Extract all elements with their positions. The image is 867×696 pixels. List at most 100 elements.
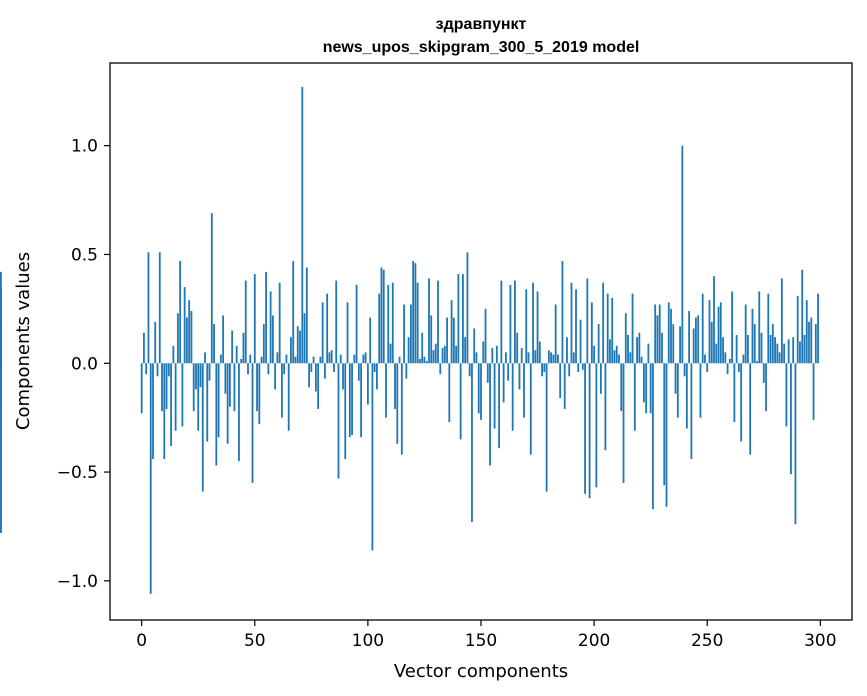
bar (385, 363, 387, 418)
bar (500, 280, 503, 364)
bar (403, 304, 405, 364)
bar (439, 363, 442, 375)
bar (676, 363, 679, 418)
bar (206, 363, 209, 442)
bar (414, 263, 417, 364)
bar (642, 363, 645, 403)
bar (446, 317, 448, 364)
bar (188, 300, 191, 364)
bar (636, 337, 638, 364)
bar (778, 352, 781, 364)
bar (473, 328, 476, 364)
x-tick-label: 100 (352, 631, 384, 651)
bar (360, 363, 363, 438)
bar (156, 363, 159, 377)
bar (692, 328, 695, 364)
bar (670, 308, 672, 364)
bar (805, 300, 808, 364)
bar (396, 363, 399, 444)
bar (590, 302, 593, 364)
bar (466, 252, 469, 364)
bar (588, 363, 591, 499)
bar (541, 363, 543, 377)
bar (278, 282, 281, 364)
bar (244, 280, 247, 364)
bar (235, 345, 238, 364)
bar (792, 337, 795, 364)
bar (258, 363, 261, 425)
bar (421, 332, 424, 364)
bar (597, 324, 600, 364)
bar (776, 343, 779, 364)
bar (0, 330, 2, 364)
bar (812, 363, 815, 420)
bar (749, 363, 752, 455)
bar (380, 267, 383, 364)
bar (228, 363, 231, 407)
bar (242, 332, 245, 364)
bar (247, 363, 249, 375)
bar (814, 324, 817, 364)
bar (324, 363, 326, 379)
bar (348, 363, 351, 438)
bar (344, 363, 347, 459)
bar (317, 363, 320, 409)
bar (547, 350, 550, 364)
x-tick-label: 150 (465, 631, 497, 651)
bar (486, 363, 489, 383)
bar (710, 321, 713, 364)
x-tick-label: 250 (691, 631, 723, 651)
bar (767, 293, 770, 364)
bar (210, 213, 213, 364)
bar (566, 337, 568, 364)
bar (353, 354, 356, 364)
bar (529, 363, 532, 455)
bar (774, 337, 776, 364)
bar (179, 261, 182, 364)
bar (543, 363, 546, 372)
bar (514, 280, 516, 364)
bar (201, 363, 204, 492)
bar (378, 293, 381, 364)
bar (457, 274, 460, 364)
bar (724, 352, 727, 364)
bar (192, 363, 195, 412)
bar (437, 280, 439, 364)
bar (269, 291, 272, 364)
bar (219, 354, 222, 364)
x-tick-label: 0 (136, 631, 147, 651)
bar (310, 363, 313, 372)
bar (690, 363, 693, 459)
bar (491, 348, 494, 364)
bar (176, 313, 179, 364)
bar (147, 252, 150, 364)
bar (753, 324, 756, 364)
bar (534, 350, 537, 364)
bar (425, 361, 428, 364)
bar (633, 363, 636, 431)
bar (294, 356, 297, 364)
bar (760, 332, 763, 364)
bar (434, 343, 437, 364)
bar (262, 324, 265, 364)
bar (468, 363, 471, 377)
bar (459, 363, 462, 440)
bar (149, 363, 152, 594)
bar (482, 341, 485, 364)
bar (740, 363, 743, 442)
bar (681, 145, 684, 364)
y-tick-label: −0.5 (57, 463, 98, 483)
bar (450, 300, 453, 364)
bar (462, 274, 464, 364)
bar (382, 269, 385, 364)
bar (432, 350, 435, 364)
bar (742, 354, 745, 364)
bar (443, 345, 446, 364)
bar (371, 363, 374, 551)
bar (416, 282, 419, 364)
bar (253, 274, 256, 364)
bar (281, 363, 283, 418)
bar (328, 352, 331, 364)
x-tick-label: 200 (578, 631, 610, 651)
